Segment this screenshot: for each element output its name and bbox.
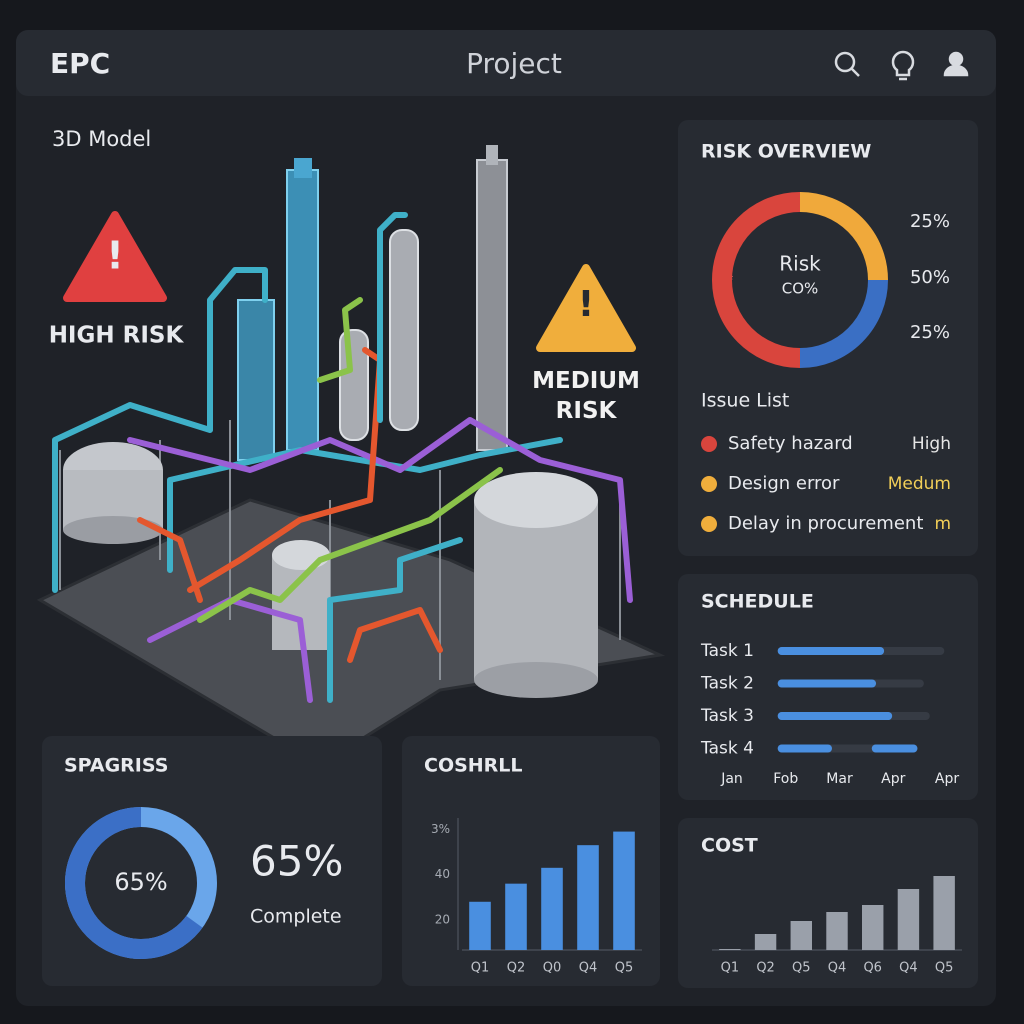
y-tick-label: 40 [435,867,450,881]
alert-glyph: ! [578,284,594,325]
search-icon[interactable] [834,51,856,73]
issue-list-title: Issue List [701,390,789,412]
task-label: Task 2 [700,674,754,694]
donut-center-title: Risk [779,252,821,276]
issue-severity: High [912,434,951,454]
bar [505,883,527,950]
y-tick-label: 20 [435,912,450,926]
page-title: Project [466,47,562,80]
x-tick-label: Q5 [935,961,954,976]
issue-dot [701,436,717,452]
alert-label: MEDIUM RISK [532,368,640,424]
header-bar [16,30,996,96]
bar [541,867,563,950]
x-tick-label: Jan [720,771,743,787]
donut-segment [799,192,888,281]
progress-big-label: 65% [250,837,343,886]
x-tick-label: Q6 [863,961,882,976]
task-label: Task 1 [700,641,754,661]
medium-risk-icon [536,264,636,352]
x-tick-label: Q1 [471,961,490,976]
brand: EPC [50,47,110,80]
alert-glyph: ! [106,234,123,278]
panel-title: RISK OVERVIEW [701,141,871,163]
search-icon-handle [851,68,860,77]
panel-title: COST [701,835,758,857]
x-tick-label: Apr [935,771,959,787]
issue-dot [701,516,717,532]
progress-center-label: 65% [114,868,167,896]
issue-text: Delay in procurement [728,513,923,534]
segment-label: 50% [910,267,950,288]
task-bar [777,647,885,655]
issue-dot [701,476,717,492]
x-tick-label: Q4 [579,961,598,976]
issue-text: Safety hazard [728,433,853,454]
high-risk-icon [63,211,167,302]
task-bar [871,744,918,753]
header-icons[interactable] [834,50,969,81]
donut-segment [799,279,888,368]
donut-center-value: CO% [782,280,819,298]
x-tick-label: Q4 [899,961,918,976]
task-label: Task 3 [700,706,754,726]
bar [469,901,491,950]
x-tick-label: Q0 [543,961,562,976]
user-icon[interactable] [948,51,964,67]
idea-icon[interactable] [891,50,915,81]
task-bar [777,679,877,688]
bar [862,905,884,950]
task-label: Task 4 [700,739,754,759]
bar [754,934,777,950]
plant-model [36,145,666,767]
issue-severity: m [934,514,951,534]
x-tick-label: Q5 [792,961,811,976]
user-icon-body [943,64,969,77]
task-bar [777,744,832,753]
model-title: 3D Model [52,127,151,151]
segment-label: 25% [910,322,950,343]
panel-title: SCHEDULE [701,591,814,613]
bar [719,949,741,950]
progress-arc [65,807,203,959]
bar [933,876,955,950]
x-tick-label: Apr [881,771,905,787]
x-tick-label: Q5 [615,961,634,976]
issue-severity: Medum [888,474,951,494]
donut-segment [712,192,801,368]
x-tick-label: Q2 [507,961,526,976]
bar [577,845,599,950]
issue-text: Design error [728,473,840,494]
x-tick-label: Fob [773,771,798,787]
x-tick-label: Q4 [828,961,847,976]
panel-title: COSHRLL [424,755,523,777]
progress-caption: Complete [250,906,342,928]
segment-label: 25% [910,211,950,232]
x-tick-label: Q1 [721,961,740,976]
x-tick-label: Q2 [756,961,775,976]
panel-title: SPAGRISS [64,755,168,777]
x-tick-label: Mar [826,771,853,787]
y-tick-label: 3% [431,822,450,836]
bar [826,912,848,950]
bar [613,831,635,950]
bar [897,889,920,950]
bar [790,921,812,950]
alert-label: HIGH RISK [49,323,185,349]
task-bar [777,712,893,720]
